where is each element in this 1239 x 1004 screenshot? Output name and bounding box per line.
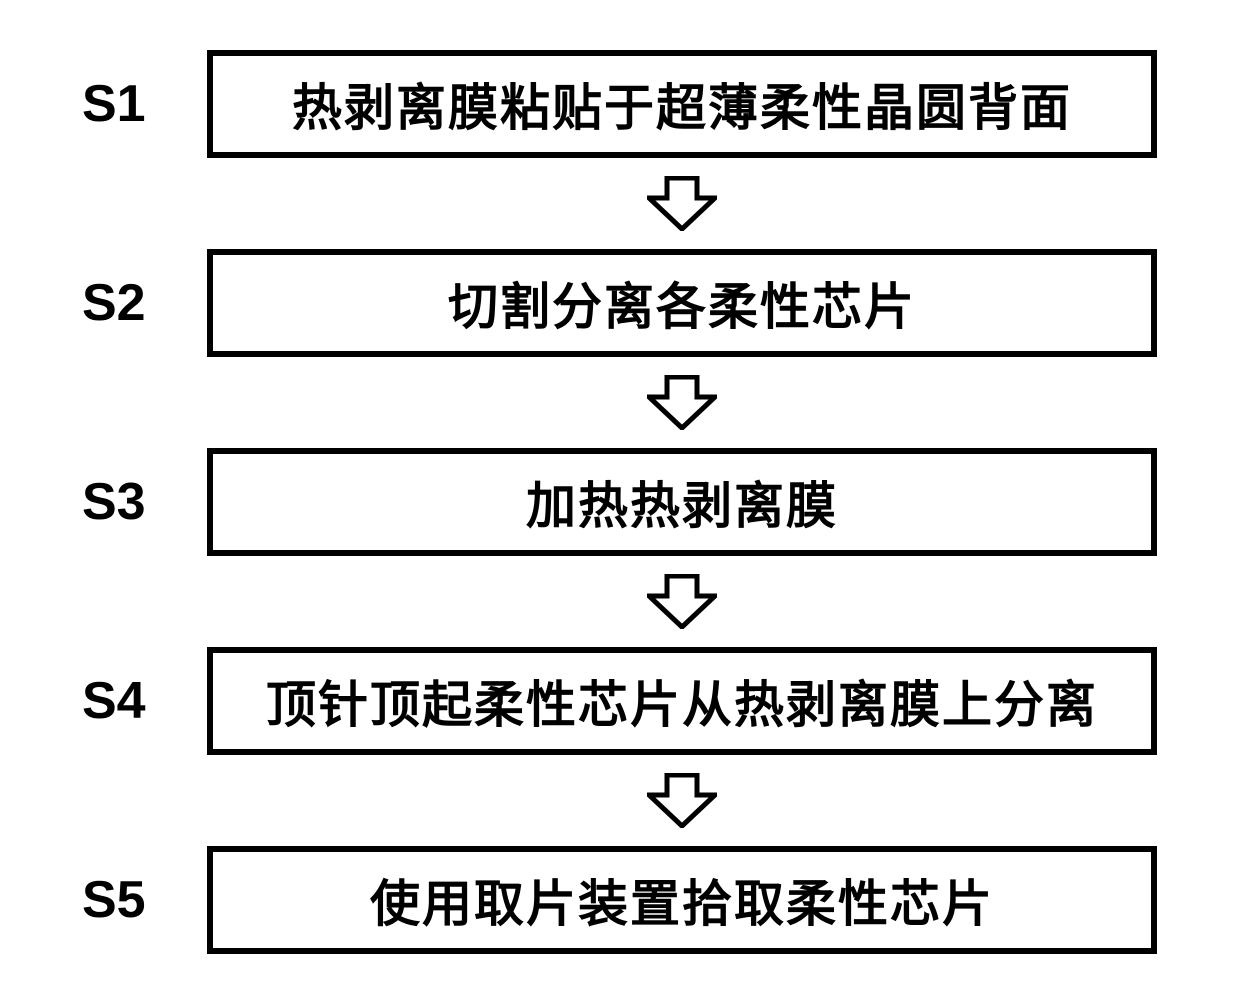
arrow-1 bbox=[82, 176, 1157, 231]
step-box-4: 顶针顶起柔性芯片从热剥离膜上分离 bbox=[207, 647, 1157, 755]
step-row-4: S4 顶针顶起柔性芯片从热剥离膜上分离 bbox=[82, 647, 1157, 755]
down-arrow-icon bbox=[647, 574, 717, 629]
step-box-5: 使用取片装置拾取柔性芯片 bbox=[207, 846, 1157, 954]
step-label-1: S1 bbox=[82, 74, 182, 134]
step-row-5: S5 使用取片装置拾取柔性芯片 bbox=[82, 846, 1157, 954]
arrow-3 bbox=[82, 574, 1157, 629]
step-row-2: S2 切割分离各柔性芯片 bbox=[82, 249, 1157, 357]
arrow-2 bbox=[82, 375, 1157, 430]
down-arrow-icon bbox=[647, 773, 717, 828]
flowchart-container: S1 热剥离膜粘贴于超薄柔性晶圆背面 S2 切割分离各柔性芯片 S3 加热热剥离… bbox=[62, 20, 1177, 984]
step-row-1: S1 热剥离膜粘贴于超薄柔性晶圆背面 bbox=[82, 50, 1157, 158]
step-box-3: 加热热剥离膜 bbox=[207, 448, 1157, 556]
down-arrow-icon bbox=[647, 176, 717, 231]
step-label-5: S5 bbox=[82, 870, 182, 930]
step-box-2: 切割分离各柔性芯片 bbox=[207, 249, 1157, 357]
step-label-3: S3 bbox=[82, 472, 182, 532]
down-arrow-icon bbox=[647, 375, 717, 430]
step-label-4: S4 bbox=[82, 671, 182, 731]
step-row-3: S3 加热热剥离膜 bbox=[82, 448, 1157, 556]
arrow-4 bbox=[82, 773, 1157, 828]
step-box-1: 热剥离膜粘贴于超薄柔性晶圆背面 bbox=[207, 50, 1157, 158]
step-label-2: S2 bbox=[82, 273, 182, 333]
